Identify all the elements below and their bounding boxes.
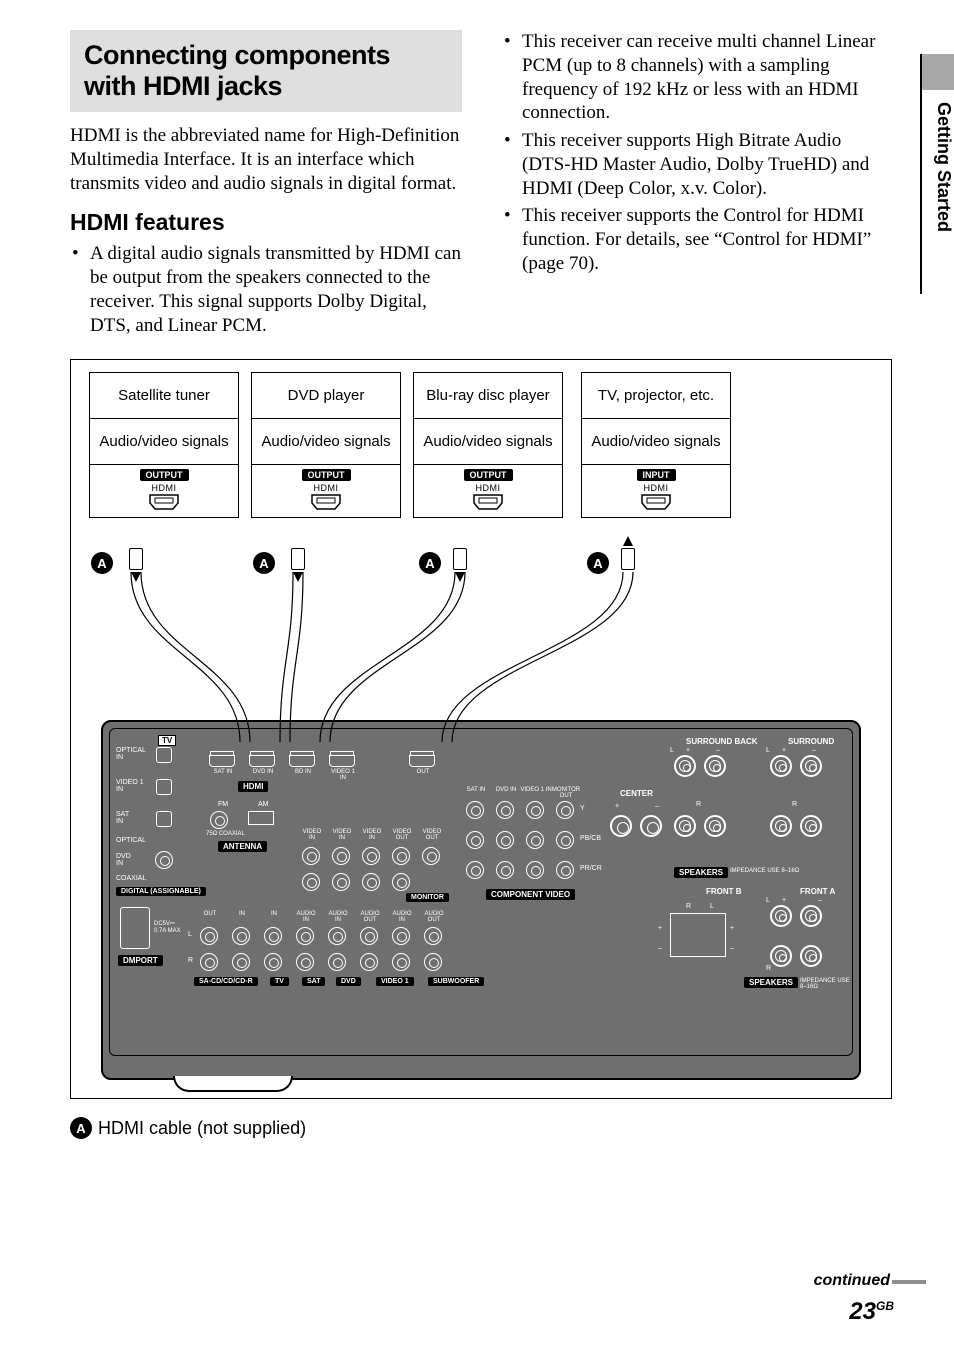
feature-item: A digital audio signals transmitted by H… (70, 242, 462, 337)
continued-label: continued (814, 1272, 890, 1290)
section-heading: Connecting components with HDMI jacks (84, 40, 448, 102)
tab-label: Getting Started (922, 102, 954, 232)
cable-legend: A HDMI cable (not supplied) (70, 1117, 894, 1139)
intro-paragraph: HDMI is the abbreviated name for High-De… (70, 124, 462, 195)
right-column: This receiver can receive multi channel … (502, 30, 894, 341)
left-column: Connecting components with HDMI jacks HD… (70, 30, 462, 341)
tab-grey-block (922, 54, 954, 90)
connection-diagram: TVOPTICALINVIDEO 1INSATINOPTICALDVDINCOA… (70, 359, 892, 1099)
text-columns: Connecting components with HDMI jacks HD… (70, 30, 894, 341)
feature-item: This receiver can receive multi channel … (502, 30, 894, 125)
features-list-left: A digital audio signals transmitted by H… (70, 242, 462, 337)
page-number: 23GB (849, 1298, 894, 1326)
section-heading-block: Connecting components with HDMI jacks (70, 30, 462, 112)
page-footer: 23GB (70, 1298, 894, 1326)
page-number-value: 23 (849, 1298, 876, 1325)
legend-marker: A (70, 1117, 92, 1139)
features-heading: HDMI features (70, 209, 462, 236)
feature-item: This receiver supports the Control for H… (502, 204, 894, 275)
feature-item: This receiver supports High Bitrate Audi… (502, 129, 894, 200)
page-number-suffix: GB (876, 1299, 894, 1313)
continued-bar (892, 1280, 926, 1284)
page: Getting Started Connecting components wi… (0, 0, 954, 1352)
cable-paths (71, 360, 893, 1100)
features-list-right: This receiver can receive multi channel … (502, 30, 894, 276)
legend-text: HDMI cable (not supplied) (98, 1118, 306, 1139)
section-tab: Getting Started (920, 54, 954, 294)
